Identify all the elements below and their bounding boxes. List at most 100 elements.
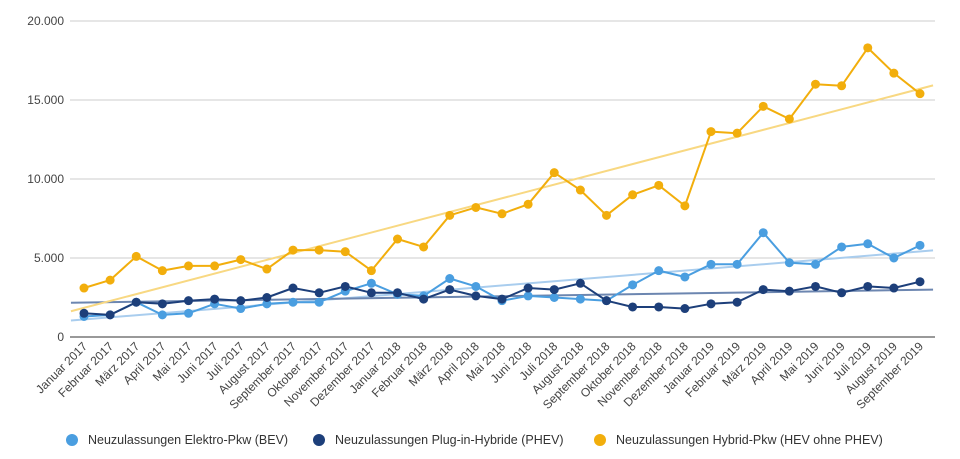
legend: Neuzulassungen Elektro-Pkw (BEV) Neuzulas…	[66, 433, 883, 447]
data-point	[654, 180, 664, 190]
data-point	[419, 242, 429, 252]
data-point	[915, 89, 925, 99]
data-point	[549, 293, 559, 302]
data-point	[445, 274, 455, 284]
data-point	[393, 234, 402, 244]
legend-item: Neuzulassungen Plug-in-Hybride (PHEV)	[313, 433, 564, 447]
legend-label: Neuzulassungen Hybrid-Pkw (HEV ohne PHEV…	[616, 433, 883, 447]
data-point	[157, 299, 167, 309]
data-point	[210, 294, 220, 304]
trendlines	[70, 84, 934, 322]
y-tick-label: 0	[57, 330, 64, 344]
trendline-series-3	[70, 84, 934, 313]
data-point	[393, 288, 402, 298]
data-point	[523, 283, 533, 293]
data-point	[184, 308, 193, 318]
data-point	[889, 253, 899, 263]
data-point	[575, 294, 585, 304]
legend-label: Neuzulassungen Elektro-Pkw (BEV)	[88, 433, 288, 447]
data-point	[784, 258, 794, 268]
data-point	[811, 259, 820, 269]
data-point	[628, 190, 638, 200]
data-point	[131, 297, 141, 307]
data-point	[837, 288, 847, 298]
data-point	[445, 210, 455, 220]
data-point	[654, 266, 664, 276]
data-point	[340, 281, 350, 291]
y-tick-label: 20.000	[27, 14, 64, 28]
data-point	[706, 299, 716, 309]
data-point	[105, 310, 115, 320]
data-point	[79, 308, 89, 318]
legend-marker	[313, 434, 325, 446]
data-point	[210, 261, 220, 271]
data-point	[863, 239, 873, 249]
data-point	[314, 297, 324, 307]
data-point	[758, 101, 768, 111]
series-1	[79, 228, 925, 321]
data-point	[314, 288, 324, 298]
data-point	[105, 275, 115, 285]
data-point	[706, 259, 716, 269]
data-point	[915, 240, 925, 250]
data-point	[366, 288, 376, 298]
data-point	[706, 127, 716, 137]
data-point	[889, 283, 899, 293]
data-point	[262, 293, 272, 302]
data-point	[262, 264, 272, 274]
data-point	[157, 310, 167, 320]
data-point	[575, 185, 585, 195]
data-point	[79, 283, 89, 293]
data-point	[680, 272, 690, 282]
data-point	[366, 266, 376, 276]
data-point	[288, 297, 298, 307]
data-point	[445, 285, 455, 295]
data-point	[157, 266, 167, 276]
data-point	[471, 291, 481, 301]
data-point	[236, 304, 246, 314]
data-point	[915, 277, 925, 287]
data-point	[654, 302, 664, 312]
data-point	[602, 210, 611, 220]
legend-item: Neuzulassungen Elektro-Pkw (BEV)	[66, 433, 288, 447]
data-point	[184, 261, 193, 271]
data-point	[628, 302, 638, 312]
series-line	[83, 46, 921, 289]
legend-marker	[66, 434, 78, 446]
y-tick-label: 15.000	[27, 93, 64, 107]
legend-item: Neuzulassungen Hybrid-Pkw (HEV ohne PHEV…	[594, 433, 883, 447]
data-point	[602, 296, 611, 306]
gridlines	[70, 20, 935, 338]
data-point	[549, 168, 559, 178]
y-tick-label: 10.000	[27, 172, 64, 186]
data-point	[732, 297, 742, 307]
data-point	[784, 286, 794, 296]
series-2	[79, 277, 925, 320]
series	[79, 43, 925, 321]
y-axis-ticks: 0 5.000 10.000 15.000 20.000	[27, 14, 64, 344]
data-point	[811, 79, 820, 89]
data-point	[236, 296, 246, 306]
data-point	[497, 209, 507, 219]
data-point	[784, 114, 794, 124]
data-point	[497, 294, 507, 304]
data-point	[732, 259, 742, 269]
data-point	[837, 81, 847, 91]
data-point	[340, 247, 350, 257]
data-point	[471, 202, 481, 212]
data-point	[680, 304, 690, 314]
data-point	[523, 199, 533, 209]
data-point	[523, 291, 533, 301]
data-point	[575, 278, 585, 288]
data-point	[366, 278, 376, 288]
data-point	[837, 242, 847, 252]
legend-label: Neuzulassungen Plug-in-Hybride (PHEV)	[335, 433, 564, 447]
data-point	[863, 281, 873, 291]
data-point	[131, 251, 141, 261]
data-point	[628, 280, 638, 290]
y-tick-label: 5.000	[34, 251, 64, 265]
data-point	[680, 201, 690, 211]
